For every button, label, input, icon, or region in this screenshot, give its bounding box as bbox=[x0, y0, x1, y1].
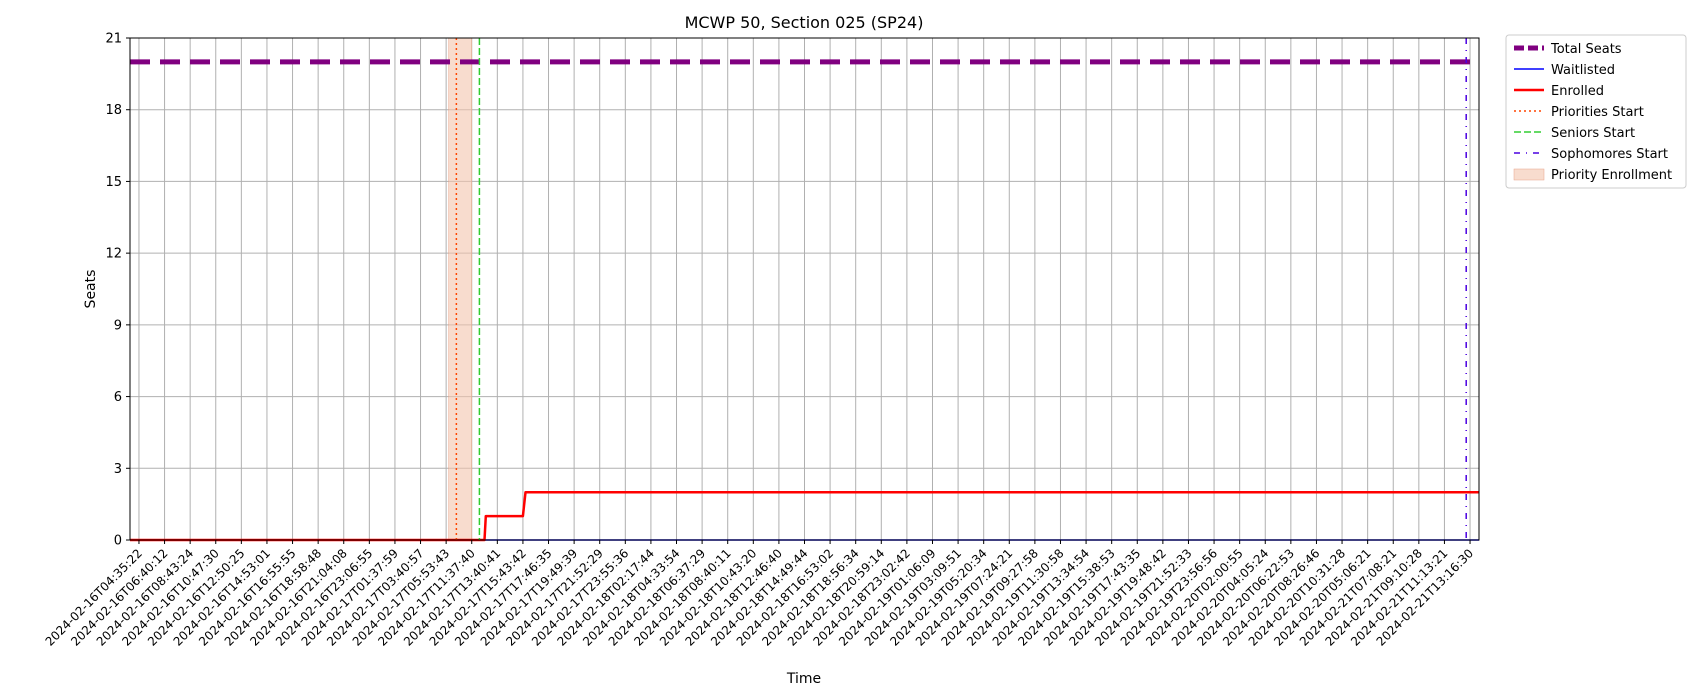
vline-layer bbox=[455, 38, 1467, 540]
priority-enrollment-span-layer bbox=[448, 37, 472, 541]
legend-label-waitlisted: Waitlisted bbox=[1551, 63, 1615, 78]
grid bbox=[130, 37, 1479, 541]
y-tick-label: 12 bbox=[105, 247, 122, 262]
y-tick-label: 15 bbox=[105, 175, 122, 190]
legend-label-priority-enrollment: Priority Enrollment bbox=[1551, 168, 1672, 183]
legend-label-seniors-start: Seniors Start bbox=[1551, 126, 1635, 141]
y-tick-label: 18 bbox=[105, 103, 122, 118]
x-axis-ticks: 2024-02-16T04:35:222024-02-16T06:40:1220… bbox=[43, 540, 1476, 649]
y-tick-label: 9 bbox=[114, 318, 122, 333]
x-axis-label: Time bbox=[786, 671, 821, 687]
chart-title: MCWP 50, Section 025 (SP24) bbox=[685, 13, 924, 32]
legend-label-total-seats: Total Seats bbox=[1550, 42, 1622, 57]
y-tick-label: 6 bbox=[114, 390, 122, 405]
priority-enrollment-span bbox=[448, 37, 472, 541]
legend-box bbox=[1505, 34, 1687, 189]
legend-label-priorities-start: Priorities Start bbox=[1551, 105, 1644, 120]
legend-swatch-priority-enrollment bbox=[1513, 168, 1545, 181]
y-tick-label: 21 bbox=[105, 32, 122, 47]
y-axis-label: Seats bbox=[83, 270, 99, 309]
legend-label-sophomores-start: Sophomores Start bbox=[1551, 147, 1668, 162]
y-tick-label: 3 bbox=[114, 462, 122, 477]
y-axis-ticks: 0 3 6 9 12 15 18 21 bbox=[105, 32, 130, 549]
legend-label-enrolled: Enrolled bbox=[1551, 84, 1604, 99]
legend: Total Seats Waitlisted Enrolled Priorities … bbox=[1505, 34, 1687, 189]
y-tick-label: 0 bbox=[114, 534, 122, 549]
